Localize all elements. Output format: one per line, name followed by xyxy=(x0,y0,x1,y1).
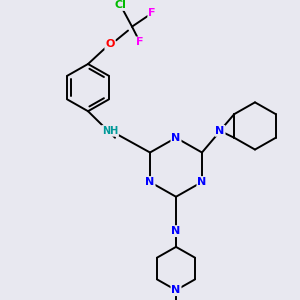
Text: N: N xyxy=(197,177,207,187)
Text: NH: NH xyxy=(102,126,118,136)
Text: N: N xyxy=(215,126,225,136)
Text: F: F xyxy=(136,38,144,47)
Text: N: N xyxy=(171,285,181,295)
Text: N: N xyxy=(171,133,181,143)
Text: F: F xyxy=(148,8,156,18)
Text: O: O xyxy=(105,39,115,49)
Text: N: N xyxy=(146,177,154,187)
Text: Cl: Cl xyxy=(114,0,126,10)
Text: N: N xyxy=(171,226,181,236)
